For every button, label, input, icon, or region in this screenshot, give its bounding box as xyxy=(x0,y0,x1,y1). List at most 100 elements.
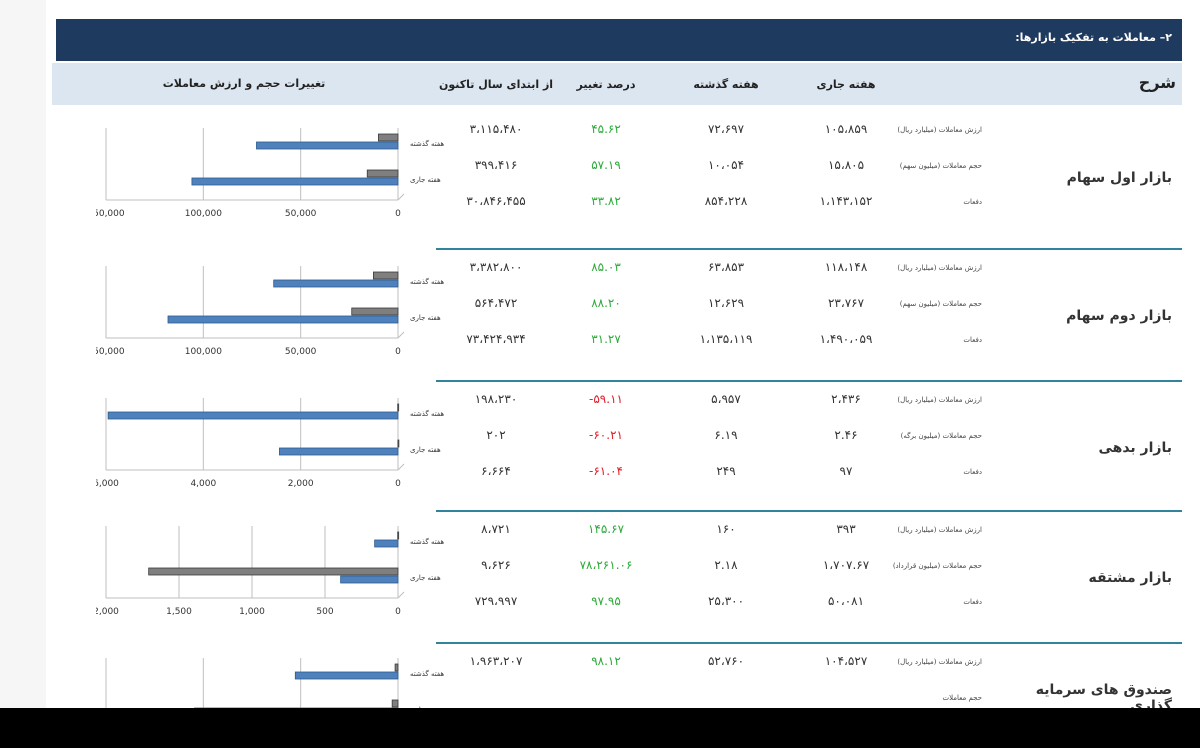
ytd-value: ۸،۷۲۱ xyxy=(481,522,511,536)
previous-week-value: ۶۳،۸۵۳ xyxy=(707,260,745,274)
current-week-value: ۲،۴۳۶ xyxy=(831,392,861,406)
tick-label: 150,000 xyxy=(96,347,125,357)
market-block: بازار بدهی ۱۹۸،۲۳۰ -۵۹.۱۱ ۵،۹۵۷ ۲،۴۳۶ ارزش مع… xyxy=(436,380,1182,516)
metric-label: حجم معاملات (میلیون سهم) xyxy=(899,162,982,170)
metric-label: حجم معاملات (میلیون سهم) xyxy=(899,300,982,308)
market-name: بازار دوم سهام xyxy=(1066,308,1172,324)
ytd-value: ۷۲۹،۹۹۷ xyxy=(474,594,518,608)
previous-week-value: ۶.۱۹ xyxy=(714,428,738,442)
market-name: بازار مشتقه xyxy=(1088,570,1172,586)
chart-column-title: تغییرات حجم و ارزش معاملات xyxy=(162,77,326,90)
header-change: درصد تغییر xyxy=(576,78,636,91)
change-value: -۵۹.۱۱ xyxy=(589,392,623,406)
previous-week-value: ۱،۱۳۵،۱۱۹ xyxy=(699,332,753,346)
category-label: هفته گذشته xyxy=(410,537,444,546)
current-week-value: ۱۵،۸۰۵ xyxy=(827,158,865,172)
change-value: ۷۸،۲۶۱.۰۶ xyxy=(579,558,633,572)
bar-blue xyxy=(273,279,399,288)
tick-label: 0 xyxy=(395,209,401,219)
ytd-value: ۵۶۴،۴۷۲ xyxy=(474,296,518,310)
bar-chart-svg: هفته گذشته هفته جاری 0 50,000 100,000 150,000 xyxy=(96,128,444,219)
market-block: بازار مشتقه ۸،۷۲۱ ۱۴۵.۶۷ ۱۶۰ ۳۹۳ ارزش معاملات… xyxy=(436,510,1182,646)
tick-label: 1,500 xyxy=(166,607,192,617)
tick-label: 500 xyxy=(316,607,333,617)
header-ytd: از ابتدای سال تاکنون xyxy=(438,78,554,91)
bar-blue xyxy=(294,671,399,680)
current-week-value: ۳۹۳ xyxy=(836,522,856,536)
previous-week-value: ۱۰،۰۵۴ xyxy=(707,158,745,172)
bar-blue xyxy=(167,315,399,324)
ytd-value: ۱،۹۶۳،۲۰۷ xyxy=(469,654,523,668)
change-value: ۳۱.۲۷ xyxy=(591,332,621,346)
metric-label: دفعات xyxy=(963,198,982,206)
bar-gray xyxy=(148,567,399,576)
market-block: بازار اول سهام ۳،۱۱۵،۴۸۰ ۴۵.۶۲ ۷۲،۶۹۷ ۱۰۵،۸۵… xyxy=(436,110,1182,246)
metric-label: ارزش معاملات (میلیارد ریال) xyxy=(897,396,982,404)
bar-gray xyxy=(397,439,400,448)
row-divider xyxy=(436,380,1182,382)
change-value: ۸۵.۰۳ xyxy=(591,260,621,274)
current-week-value: ۱،۷۰۷.۶۷ xyxy=(822,558,870,572)
category-label: هفته گذشته xyxy=(410,277,444,286)
bar-blue xyxy=(279,447,399,456)
tick-label: 150,000 xyxy=(96,209,125,219)
metric-label: حجم معاملات (میلیون قرارداد) xyxy=(892,562,982,570)
current-week-value: ۱،۱۴۳،۱۵۲ xyxy=(819,194,873,208)
section-title: ۲– معاملات به تفکیک بازارها: xyxy=(1015,31,1172,44)
header-description: شرح xyxy=(1138,73,1176,92)
ytd-value: ۱۹۸،۲۳۰ xyxy=(474,392,518,406)
change-value: ۸۸.۲۰ xyxy=(591,296,621,310)
ytd-value: ۳،۱۱۵،۴۸۰ xyxy=(469,122,523,136)
bar-chart-svg: هفته گذشته هفته جاری 0 2,000 4,000 6,000 xyxy=(96,398,444,489)
category-label: هفته جاری xyxy=(410,574,441,582)
bar-blue xyxy=(191,177,399,186)
category-label: هفته جاری xyxy=(410,446,441,454)
current-week-value: ۵۰،۰۸۱ xyxy=(827,594,865,608)
bar-gray xyxy=(378,133,399,142)
bar-gray xyxy=(391,699,399,708)
current-week-value: ۱۰۴،۵۲۷ xyxy=(824,654,868,668)
ytd-value: ۳۰،۸۴۶،۴۵۵ xyxy=(466,194,526,208)
current-week-value: ۱۰۵،۸۵۹ xyxy=(824,122,868,136)
current-week-value: ۲۳،۷۶۷ xyxy=(827,296,865,310)
ytd-value: ۲۰۲ xyxy=(486,428,506,442)
metric-label: دفعات xyxy=(963,336,982,344)
change-value: ۴۵.۶۲ xyxy=(591,122,621,136)
category-label: هفته جاری xyxy=(410,314,441,322)
bar-chart: هفته گذشته هفته جاری 0 50,000 100,000 150,000 xyxy=(96,256,446,366)
current-week-value: ۱۱۸،۱۴۸ xyxy=(824,260,868,274)
ytd-value: ۹،۶۲۶ xyxy=(481,558,511,572)
previous-week-value: ۲۵،۳۰۰ xyxy=(707,594,745,608)
bar-chart-svg: هفته گذشته هفته جاری 0 50,000 100,000 150,000 xyxy=(96,266,444,357)
change-value: ۹۸.۱۲ xyxy=(591,654,621,668)
tick-label: 2,000 xyxy=(96,607,119,617)
bar-chart: هفته گذشته هفته جاری 0 500 1,000 1,500 2,000 xyxy=(96,516,446,626)
tick-label: 50,000 xyxy=(285,209,317,219)
ytd-value: ۳۹۹،۴۱۶ xyxy=(474,158,518,172)
bar-gray xyxy=(394,663,399,672)
section-header-bar: ۲– معاملات به تفکیک بازارها: xyxy=(56,19,1182,61)
category-label: هفته گذشته xyxy=(410,409,444,418)
current-week-value: ۲.۴۶ xyxy=(834,428,858,442)
ytd-value: ۶،۶۶۴ xyxy=(481,464,511,478)
category-label: هفته جاری xyxy=(410,706,441,708)
market-name: بازار اول سهام xyxy=(1066,170,1172,186)
axis-depth xyxy=(397,463,405,471)
tick-label: 4,000 xyxy=(190,479,216,489)
tick-label: 100,000 xyxy=(185,347,222,357)
previous-week-value: ۲.۱۸ xyxy=(714,558,738,572)
ytd-value: ۳،۳۸۲،۸۰۰ xyxy=(469,260,523,274)
current-week-value: ۹۷ xyxy=(839,464,853,478)
report-page: ۲– معاملات به تفکیک بازارها: تغییرات حجم… xyxy=(46,0,1200,708)
bar-chart: هفته گذشته هفته جاری 0 50,000 100,000 150,000 xyxy=(96,118,446,228)
market-name: صندوق های سرمایه گذاری xyxy=(1035,682,1172,708)
current-week-value: ۱،۴۹۰،۰۵۹ xyxy=(819,332,873,346)
metric-label: دفعات xyxy=(963,598,982,606)
row-divider xyxy=(436,510,1182,512)
tick-label: 0 xyxy=(395,607,401,617)
previous-week-value: ۱۲،۶۲۹ xyxy=(707,296,745,310)
change-value: -۶۰.۲۱ xyxy=(589,428,623,442)
category-label: هفته گذشته xyxy=(410,139,444,148)
tick-label: 0 xyxy=(395,347,401,357)
metric-label: ارزش معاملات (میلیارد ریال) xyxy=(897,526,982,534)
